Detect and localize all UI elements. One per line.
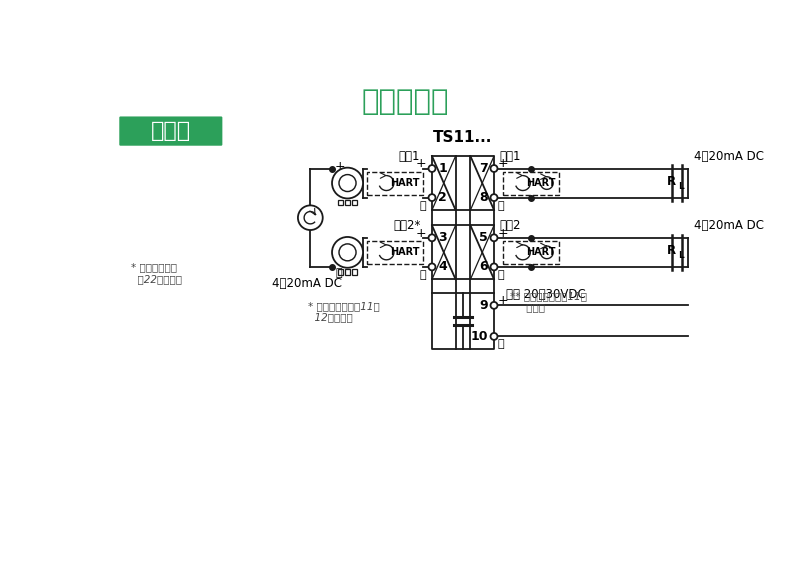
- Text: L: L: [679, 251, 684, 260]
- Circle shape: [491, 333, 498, 340]
- Text: 应用接线图: 应用接线图: [361, 88, 449, 115]
- Circle shape: [428, 263, 435, 270]
- Text: 4: 4: [438, 261, 447, 274]
- Text: R: R: [667, 244, 676, 257]
- Text: 4～20mA DC: 4～20mA DC: [694, 150, 764, 163]
- Text: +: +: [498, 227, 509, 240]
- Text: 输出2: 输出2: [499, 219, 521, 232]
- Bar: [338, 200, 343, 205]
- Text: 6: 6: [480, 261, 487, 274]
- Text: * 信号通道代码为11、
  12时不可用: * 信号通道代码为11、 12时不可用: [308, 301, 380, 323]
- Text: －: －: [335, 269, 342, 279]
- Bar: [367, 172, 423, 195]
- Text: L: L: [679, 182, 684, 191]
- Circle shape: [491, 165, 498, 172]
- Bar: [352, 269, 357, 275]
- Circle shape: [491, 234, 498, 242]
- Text: 输入1: 输入1: [399, 150, 420, 163]
- Text: +: +: [335, 160, 346, 173]
- Circle shape: [491, 302, 498, 309]
- Text: * 信号通道代码
  为22时不可用: * 信号通道代码 为22时不可用: [131, 262, 182, 284]
- Text: －: －: [498, 200, 505, 211]
- Text: 7: 7: [479, 162, 487, 175]
- Bar: [345, 269, 350, 275]
- Text: +: +: [498, 294, 509, 307]
- Text: 电源 20～30VDC: 电源 20～30VDC: [506, 288, 585, 301]
- FancyBboxPatch shape: [119, 117, 222, 146]
- Circle shape: [491, 194, 498, 201]
- Text: 精巧款: 精巧款: [151, 121, 191, 141]
- Text: +: +: [498, 158, 509, 171]
- Bar: [503, 241, 559, 264]
- Circle shape: [428, 234, 435, 242]
- Text: 9: 9: [480, 299, 487, 312]
- Text: +: +: [416, 158, 426, 171]
- Circle shape: [298, 205, 323, 230]
- Text: －: －: [498, 339, 505, 350]
- Text: －: －: [419, 270, 426, 280]
- Text: ** 信号通道代码为11时
     不可用: ** 信号通道代码为11时 不可用: [510, 291, 586, 312]
- Text: TS11...: TS11...: [433, 130, 493, 145]
- Circle shape: [428, 165, 435, 172]
- Bar: [338, 269, 343, 275]
- Text: 输入2*: 输入2*: [393, 219, 420, 232]
- Text: HART: HART: [526, 247, 556, 257]
- Circle shape: [332, 168, 363, 199]
- Bar: [367, 241, 423, 264]
- Text: 10: 10: [470, 330, 487, 343]
- Text: +: +: [416, 227, 426, 240]
- Bar: [345, 200, 350, 205]
- Text: 输出1: 输出1: [499, 150, 521, 163]
- Text: 4～20mA DC: 4～20mA DC: [273, 278, 342, 291]
- Text: －: －: [498, 270, 505, 280]
- Text: HART: HART: [526, 178, 556, 188]
- Text: HART: HART: [390, 247, 419, 257]
- Text: 8: 8: [480, 191, 487, 204]
- Text: 1: 1: [438, 162, 447, 175]
- Text: 2: 2: [438, 191, 447, 204]
- Text: R: R: [667, 175, 676, 188]
- Circle shape: [332, 237, 363, 268]
- Text: 3: 3: [438, 231, 447, 244]
- Circle shape: [491, 263, 498, 270]
- Circle shape: [428, 194, 435, 201]
- Bar: [503, 172, 559, 195]
- Text: 5: 5: [479, 231, 487, 244]
- Text: HART: HART: [390, 178, 419, 188]
- Text: －: －: [419, 200, 426, 211]
- Bar: [352, 200, 357, 205]
- Text: 4～20mA DC: 4～20mA DC: [694, 219, 764, 232]
